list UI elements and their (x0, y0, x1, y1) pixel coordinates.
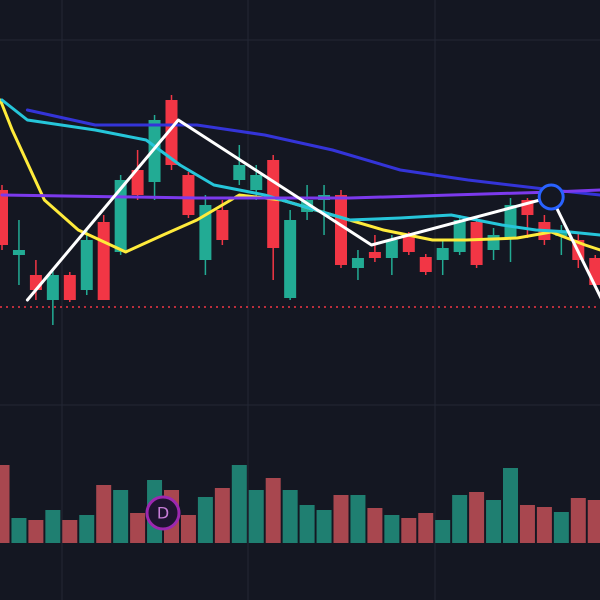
volume-bar (62, 520, 78, 543)
candle-body (487, 235, 500, 250)
volume-bar (333, 495, 349, 543)
candle-body (589, 258, 600, 285)
candle-body (182, 175, 195, 215)
candle-body (46, 275, 59, 300)
candle-body (555, 232, 568, 236)
volume-bar (519, 505, 535, 543)
candle-body (453, 220, 466, 252)
volume-bar (214, 488, 230, 543)
candle-body (267, 160, 280, 248)
volume-bar (231, 465, 247, 543)
volume-bar (367, 508, 383, 543)
candle-body (233, 165, 246, 180)
volume-bar (299, 505, 315, 543)
point-marker (537, 183, 565, 211)
candle-body (436, 248, 449, 260)
volume-bar (180, 515, 196, 543)
candle-body (504, 205, 517, 238)
candle-body (131, 170, 144, 195)
volume-bar (96, 485, 112, 543)
candle-body (402, 235, 415, 252)
volume-bar (316, 510, 332, 543)
candle-body (80, 240, 93, 290)
candle-body (351, 258, 364, 268)
volume-bar (503, 468, 518, 543)
candle-body (199, 205, 212, 260)
candle-body (97, 222, 110, 300)
volume-bar (350, 495, 366, 543)
volume-bar (587, 500, 600, 543)
candle-body (368, 252, 381, 258)
volume-bar (45, 510, 61, 543)
volume-bar (79, 515, 95, 543)
volume-bar (418, 513, 434, 543)
candle-body (284, 220, 297, 298)
volume-bar (469, 492, 485, 543)
volume-bar (11, 518, 27, 543)
indicator-line (25, 108, 600, 197)
candle-body (12, 250, 25, 255)
volume-bar (452, 495, 468, 543)
candle-body (335, 195, 347, 265)
candle-body (216, 210, 229, 240)
volume-bar (435, 520, 451, 543)
candle-body (165, 100, 178, 165)
badge-circle (145, 495, 181, 531)
volume-bar (536, 507, 552, 543)
badge-label: D (157, 504, 169, 523)
volume-bar (282, 490, 298, 543)
event-badge[interactable]: D (145, 495, 181, 531)
volume-bar (28, 520, 44, 543)
volume-bar (248, 490, 264, 543)
candle-body (470, 222, 483, 265)
candle-body (385, 240, 398, 258)
volume-bar (401, 518, 417, 543)
candle-body (148, 120, 161, 182)
line-layer (0, 98, 600, 302)
candle-body (63, 275, 76, 300)
volume-bar (553, 512, 569, 543)
volume-bar (197, 497, 213, 543)
volume-bar (486, 500, 502, 543)
candle-body (419, 257, 432, 272)
candle-body (250, 175, 263, 190)
candle-body (0, 190, 8, 245)
volume-bar (570, 498, 586, 543)
volume-bar (384, 515, 400, 543)
volume-bar (0, 465, 10, 543)
overlay-layer (0, 183, 600, 308)
volume-bar (113, 490, 129, 543)
volume-bar (130, 513, 146, 543)
volume-bar (265, 478, 281, 543)
indicator-line (25, 118, 600, 302)
